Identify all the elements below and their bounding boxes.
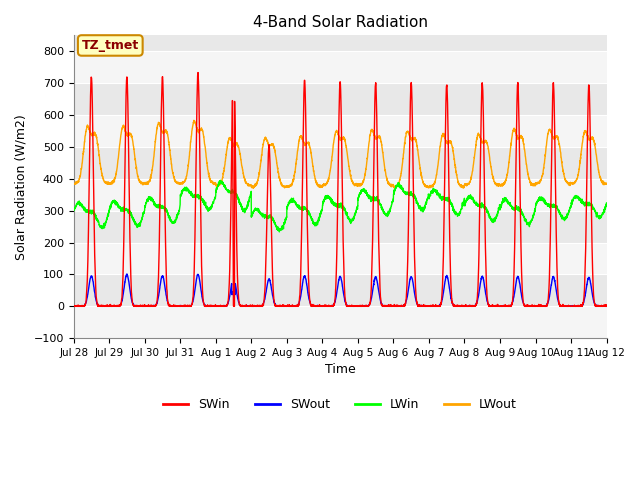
SWin — [402, 301, 410, 307]
Line: SWin: SWin — [74, 72, 607, 306]
Bar — [74, 51, 607, 83]
LWout — [70, 180, 77, 186]
Bar — [74, 115, 607, 147]
LWout — [392, 184, 400, 190]
SWin — [552, 229, 560, 235]
Line: SWout: SWout — [74, 274, 607, 306]
SWout — [70, 303, 77, 309]
LWin — [603, 203, 611, 208]
LWin — [552, 203, 560, 209]
LWout — [603, 181, 611, 187]
SWout — [123, 271, 131, 277]
LWin — [392, 182, 400, 188]
SWin — [219, 303, 227, 309]
Bar — [74, 242, 607, 275]
LWout — [219, 174, 227, 180]
LWout — [402, 134, 410, 140]
SWout — [552, 287, 560, 293]
LWout — [190, 118, 198, 123]
LWout — [603, 180, 611, 186]
Line: LWin: LWin — [74, 180, 607, 232]
Bar — [74, 179, 607, 211]
LWout — [552, 133, 560, 139]
SWout — [70, 303, 78, 309]
SWin — [392, 303, 400, 309]
Legend: SWin, SWout, LWin, LWout: SWin, SWout, LWin, LWout — [158, 393, 522, 416]
SWin — [70, 303, 77, 309]
Text: TZ_tmet: TZ_tmet — [82, 39, 139, 52]
SWin — [603, 303, 611, 309]
SWin — [70, 303, 77, 309]
SWin — [603, 302, 611, 308]
Bar — [74, 306, 607, 338]
SWin — [184, 303, 192, 309]
X-axis label: Time: Time — [324, 363, 355, 376]
LWin — [184, 187, 191, 193]
LWin — [275, 229, 283, 235]
SWout — [603, 303, 611, 309]
LWin — [70, 208, 77, 214]
Y-axis label: Solar Radiation (W/m2): Solar Radiation (W/m2) — [15, 114, 28, 260]
SWin — [194, 70, 202, 75]
SWout — [184, 303, 192, 309]
Title: 4-Band Solar Radiation: 4-Band Solar Radiation — [253, 15, 428, 30]
LWin — [219, 181, 227, 187]
LWout — [184, 166, 191, 171]
SWout — [219, 303, 227, 309]
SWout — [392, 303, 400, 309]
SWout — [603, 303, 611, 309]
Line: LWout: LWout — [74, 120, 607, 188]
LWin — [603, 200, 611, 206]
SWout — [402, 300, 410, 306]
LWin — [402, 192, 410, 197]
LWout — [250, 185, 257, 191]
LWin — [216, 178, 224, 183]
